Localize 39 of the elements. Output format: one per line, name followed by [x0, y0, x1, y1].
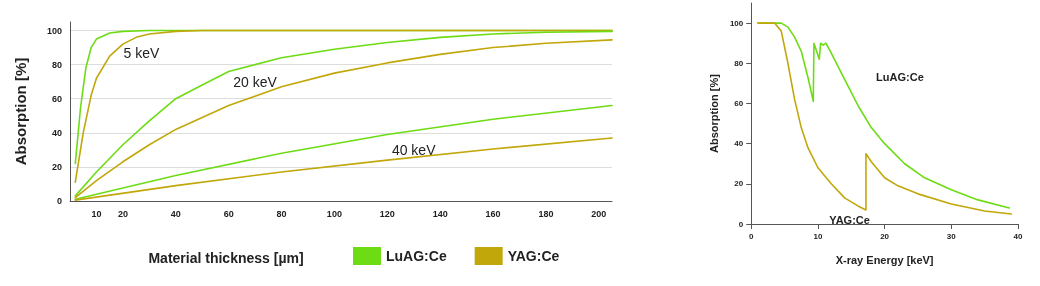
- x-axis-title: Material thickness [µm]: [148, 250, 304, 266]
- x-tick-label: 40: [170, 208, 181, 219]
- x-tick-label: 80: [276, 208, 287, 219]
- y-tick-label: 80: [734, 58, 744, 68]
- y-tick-label: 100: [729, 18, 744, 28]
- annotation: 5 keV: [123, 44, 160, 61]
- x-tick-label: 20: [117, 208, 128, 219]
- x-axis-title: X-ray Energy [keV]: [835, 253, 934, 266]
- series-label: YAG:Ce: [829, 213, 870, 226]
- legend-label: YAG:Ce: [507, 248, 560, 264]
- y-axis-title: Absorption [%]: [707, 73, 720, 153]
- y-tick-label: 100: [46, 25, 62, 36]
- legend-label: LuAG:Ce: [386, 248, 447, 264]
- x-tick-label: 40: [1013, 231, 1023, 241]
- annotation: 20 keV: [233, 73, 278, 90]
- y-axis-title: Absorption [%]: [12, 57, 29, 166]
- x-tick-label: 0: [749, 231, 755, 241]
- annotation: 40 keV: [391, 141, 437, 158]
- x-tick-label: 10: [813, 231, 823, 241]
- y-tick-label: 60: [734, 98, 744, 108]
- y-tick-label: 0: [738, 219, 744, 229]
- x-tick-label: 200: [591, 208, 607, 219]
- x-tick-label: 160: [485, 208, 501, 219]
- x-tick-label: 10: [91, 208, 102, 219]
- y-tick-label: 60: [51, 93, 62, 104]
- x-tick-label: 60: [223, 208, 234, 219]
- x-tick-label: 30: [946, 231, 957, 241]
- y-tick-label: 20: [51, 161, 62, 172]
- y-tick-label: 20: [734, 179, 744, 189]
- y-tick-label: 80: [51, 59, 62, 70]
- x-tick-label: 180: [538, 208, 554, 219]
- y-tick-label: 40: [734, 139, 744, 149]
- text: LuAG:Ce: [876, 71, 924, 84]
- y-tick-label: 0: [56, 196, 62, 206]
- x-tick-label: 100: [326, 208, 342, 219]
- x-tick-label: 140: [432, 208, 448, 219]
- x-tick-label: 20: [880, 231, 890, 241]
- x-tick-label: 120: [379, 208, 395, 219]
- y-tick-label: 40: [51, 127, 62, 138]
